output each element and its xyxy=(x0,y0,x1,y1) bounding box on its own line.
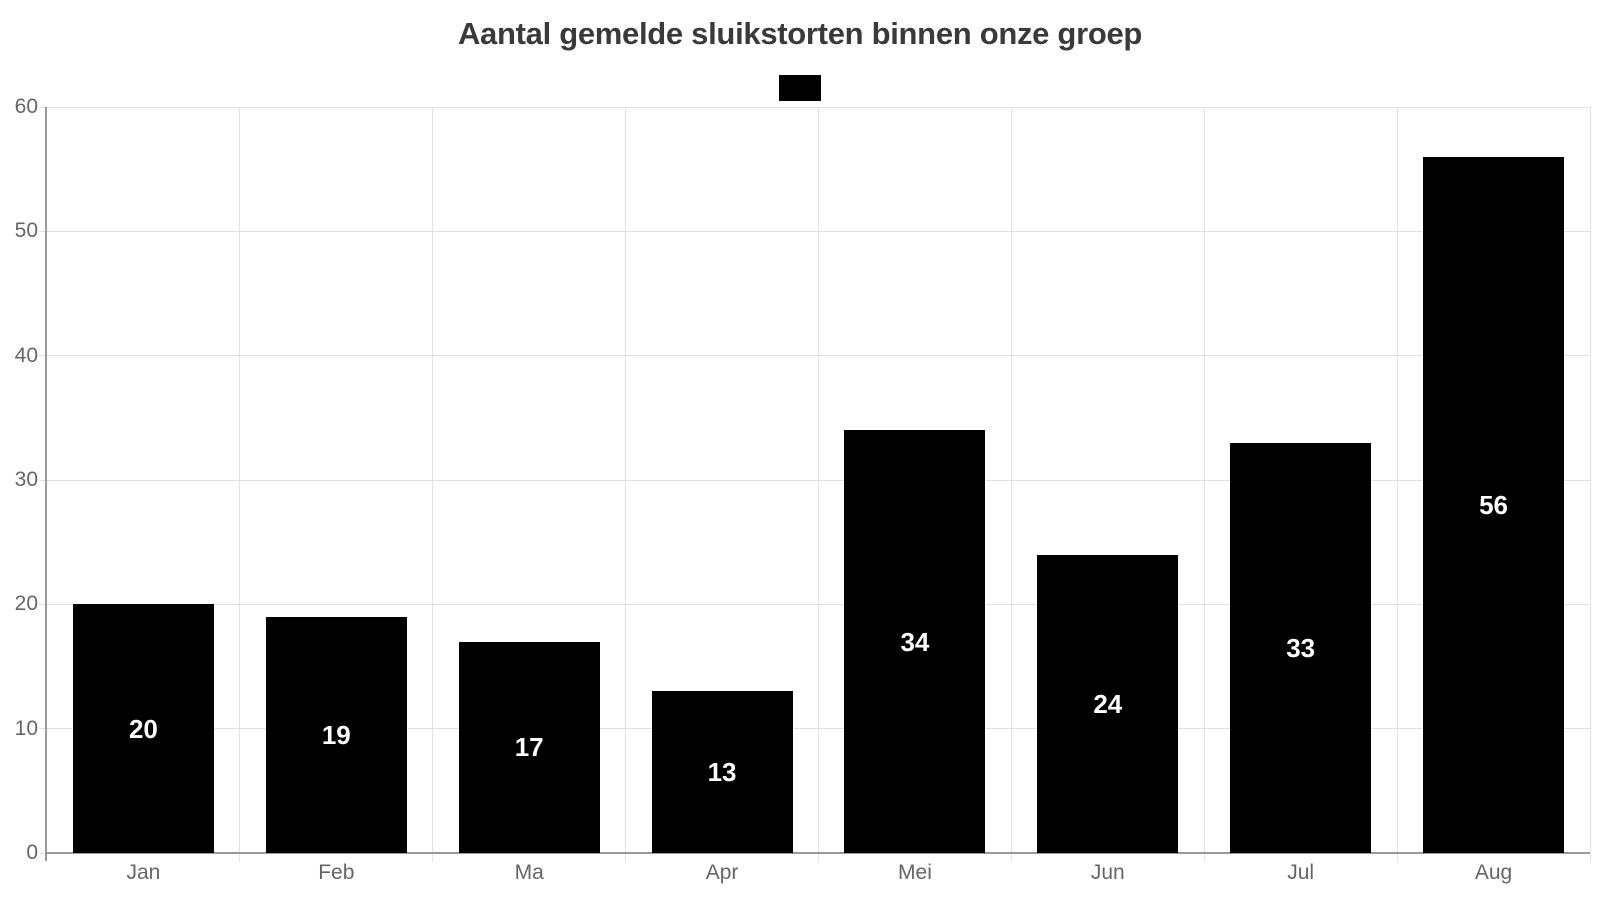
bar-value-label: 33 xyxy=(1286,632,1316,663)
chart-title: Aantal gemelde sluikstorten binnen onze … xyxy=(457,16,1143,51)
gridline-vertical xyxy=(1010,107,1012,853)
x-axis-tick xyxy=(239,854,241,862)
bar-jan[interactable] xyxy=(72,604,214,853)
y-tick-label: 20 xyxy=(14,592,38,616)
gridline-vertical xyxy=(1396,107,1398,853)
bar-feb[interactable] xyxy=(265,616,407,853)
legend-item[interactable] xyxy=(779,75,821,101)
y-tick-label: 10 xyxy=(14,716,38,740)
y-tick-label: 0 xyxy=(26,841,38,864)
y-axis-line xyxy=(45,107,47,861)
gridline-vertical xyxy=(1589,107,1591,853)
x-axis-line xyxy=(45,852,1590,854)
bar-jun[interactable] xyxy=(1037,554,1179,853)
y-axis-tick xyxy=(39,728,47,730)
x-axis-tick xyxy=(1396,854,1398,862)
x-tick-label: Jul xyxy=(1287,861,1315,884)
gridline-vertical xyxy=(1203,107,1205,853)
y-axis-tick xyxy=(39,230,47,232)
bar-mei[interactable] xyxy=(844,430,986,853)
gridline-vertical xyxy=(239,107,241,853)
bar-value-label: 13 xyxy=(707,757,737,788)
bar-value-label: 19 xyxy=(321,719,351,750)
bar-value-label: 56 xyxy=(1479,489,1509,520)
x-axis-tick xyxy=(432,854,434,862)
x-tick-label: Jun xyxy=(1090,861,1125,884)
x-tick-label: Ma xyxy=(514,861,544,884)
gridline-vertical xyxy=(432,107,434,853)
y-axis-tick xyxy=(39,106,47,108)
y-axis-tick xyxy=(39,479,47,481)
x-axis-tick xyxy=(1010,854,1012,862)
y-axis-tick xyxy=(39,355,47,357)
gridline-vertical xyxy=(625,107,627,853)
bar-jul[interactable] xyxy=(1230,442,1372,853)
bar-apr[interactable] xyxy=(651,691,793,853)
y-tick-label: 50 xyxy=(14,219,38,243)
bar-ma[interactable] xyxy=(458,641,600,853)
gridline-vertical xyxy=(818,107,819,853)
x-axis-tick xyxy=(818,854,819,862)
x-tick-label: Mei xyxy=(898,861,932,884)
y-axis-tick xyxy=(39,852,47,854)
bar-aug[interactable] xyxy=(1423,156,1565,853)
x-axis-tick xyxy=(1589,854,1591,862)
legend xyxy=(0,75,1600,101)
x-axis-tick xyxy=(625,854,627,862)
x-tick-label: Feb xyxy=(318,861,355,884)
bar-value-label: 20 xyxy=(128,713,158,744)
y-axis-tick xyxy=(39,603,47,605)
bar-value-label: 17 xyxy=(514,732,544,763)
legend-swatch xyxy=(779,75,821,101)
x-tick-label: Aug xyxy=(1474,861,1513,884)
x-tick-label: Apr xyxy=(705,861,739,884)
bar-value-label: 34 xyxy=(900,626,930,657)
bar-value-label: 24 xyxy=(1093,688,1123,719)
y-tick-label: 30 xyxy=(14,468,38,491)
x-tick-label: Jan xyxy=(126,861,161,884)
y-tick-label: 40 xyxy=(14,343,38,367)
y-tick-label: 60 xyxy=(14,95,38,118)
x-axis-tick xyxy=(1203,854,1205,862)
